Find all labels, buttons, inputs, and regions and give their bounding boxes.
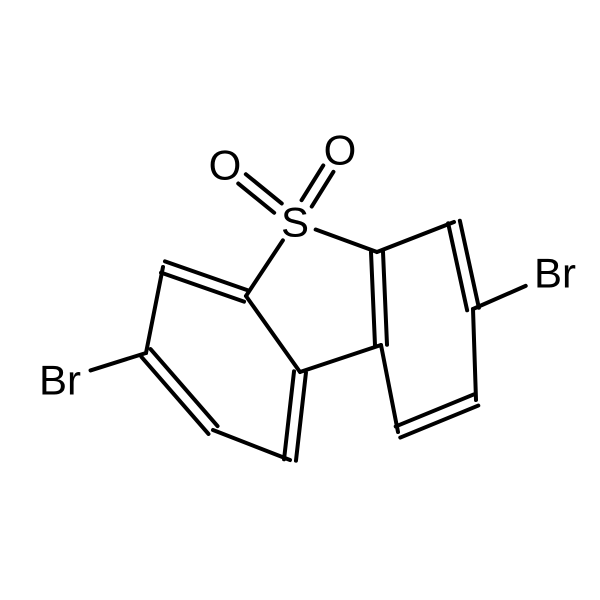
bond — [473, 286, 526, 309]
bond — [238, 184, 274, 213]
atom-label-br: Br — [534, 250, 576, 297]
atom-label-br: Br — [39, 357, 81, 404]
bond — [383, 252, 387, 345]
bond — [316, 230, 377, 252]
bond — [213, 430, 290, 460]
bond — [146, 267, 163, 353]
bond — [381, 345, 398, 432]
molecule-diagram: SO O Br Br — [0, 0, 600, 600]
bond — [165, 261, 248, 290]
atom-label-s: S — [281, 199, 309, 246]
bond — [141, 357, 208, 434]
atom-label-o: O — [209, 142, 242, 189]
atom-label-o: O — [324, 127, 357, 174]
bond — [246, 296, 300, 372]
bond — [91, 353, 146, 370]
bond — [161, 273, 244, 302]
bond — [377, 222, 454, 252]
bond — [246, 240, 283, 296]
bond — [300, 345, 381, 372]
bond — [296, 373, 306, 461]
bond — [246, 174, 282, 203]
bond — [473, 309, 476, 400]
bond — [284, 371, 294, 459]
bond — [371, 252, 375, 345]
bond — [151, 349, 218, 426]
